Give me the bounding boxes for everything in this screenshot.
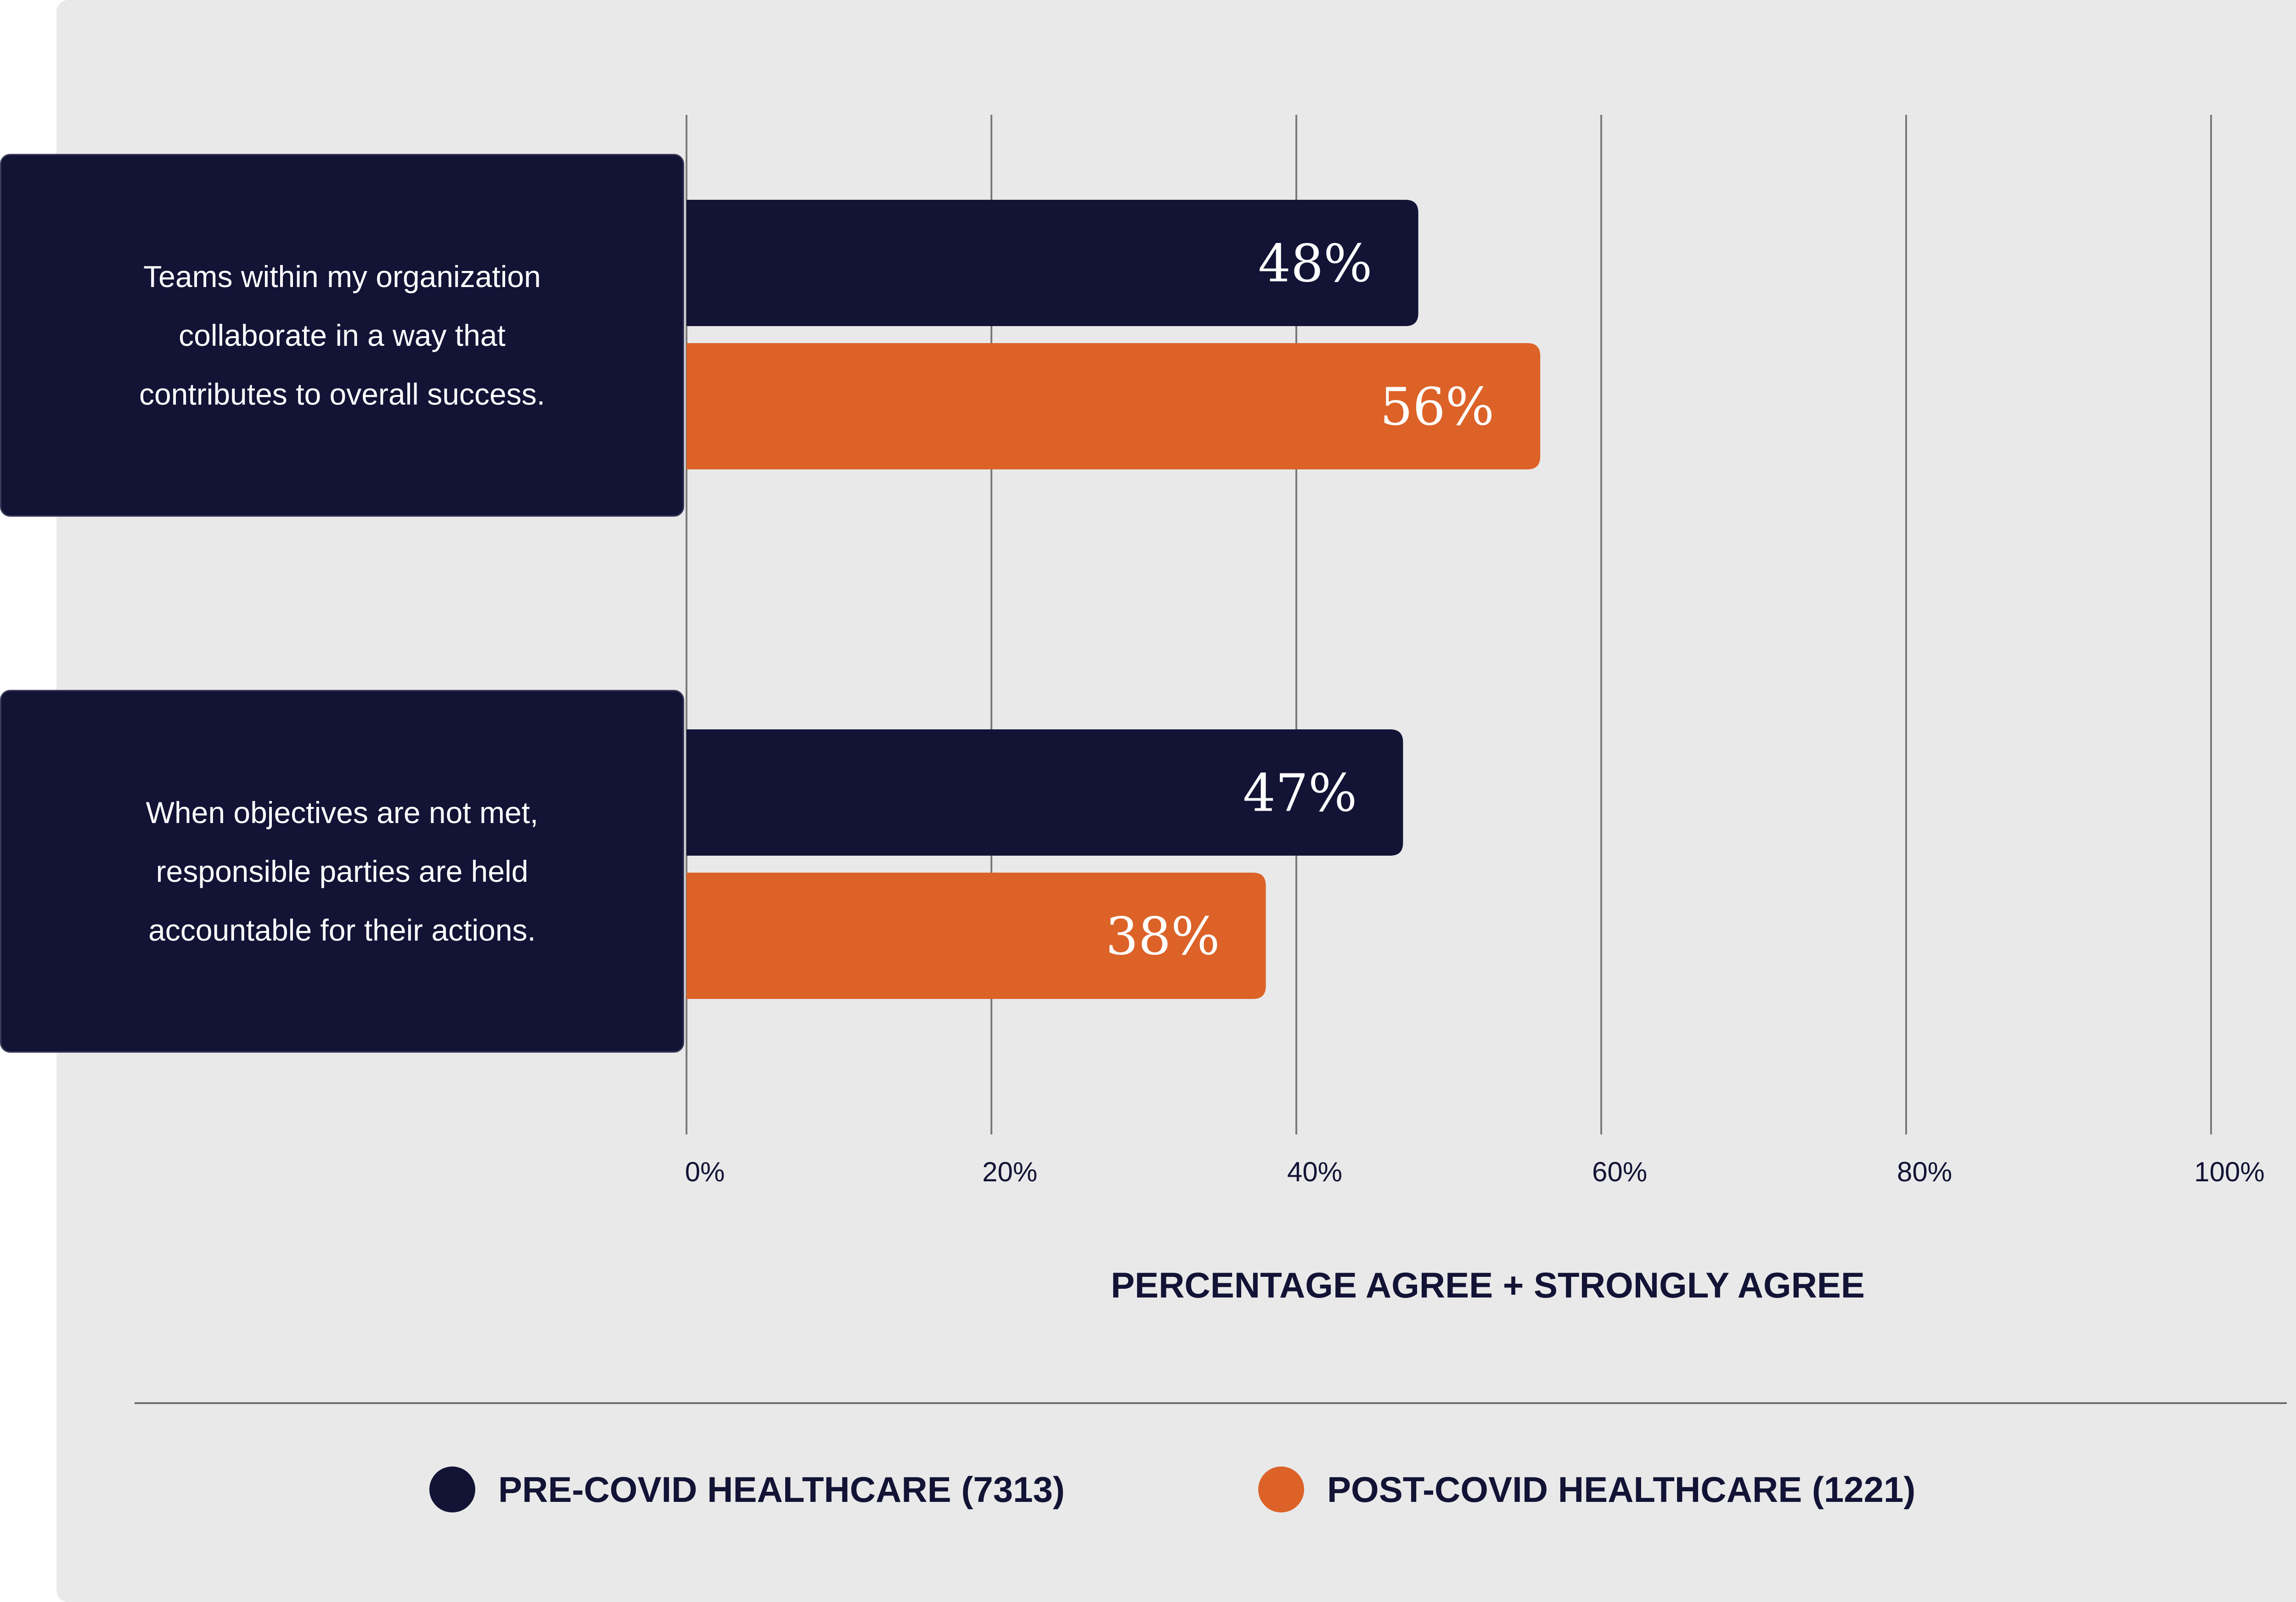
legend: PRE-COVID HEALTHCARE (7313) POST-COVID HE…	[429, 1467, 1915, 1512]
x-tick-label: 0%	[685, 1156, 725, 1187]
category-label-box: Teams within my organization collaborate …	[0, 154, 684, 517]
category-label-line: responsible parties are held	[156, 854, 529, 888]
bars: 48% 56% 47% 38%	[687, 200, 1541, 999]
x-tick-label: 100%	[2194, 1156, 2264, 1187]
category-label-box: When objectives are not met, responsible …	[0, 690, 684, 1053]
x-tick-label: 40%	[1287, 1156, 1342, 1187]
x-axis-title: PERCENTAGE AGREE + STRONGLY AGREE	[1111, 1265, 1865, 1305]
category-label-line: contributes to overall success.	[139, 377, 546, 411]
bar	[687, 873, 1266, 999]
bar	[687, 200, 1418, 326]
bar-value-label: 48%	[1258, 234, 1373, 294]
x-tick-label: 60%	[1592, 1156, 1647, 1187]
category-label-line: When objectives are not met,	[146, 795, 539, 829]
bar-value-label: 56%	[1380, 378, 1494, 437]
bar-value-label: 38%	[1106, 907, 1220, 967]
bar-value-label: 47%	[1243, 764, 1357, 824]
bar	[687, 729, 1403, 856]
category-label-line: Teams within my organization	[143, 259, 541, 293]
x-tick-label: 80%	[1897, 1156, 1952, 1187]
bar	[687, 343, 1541, 469]
legend-swatch	[429, 1467, 475, 1512]
x-tick-label: 20%	[982, 1156, 1037, 1187]
category-label-text: Teams within my organization collaborate …	[78, 247, 606, 423]
legend-swatch	[1258, 1467, 1304, 1512]
category-label-text: When objectives are not met, responsible …	[78, 783, 606, 959]
legend-label: PRE-COVID HEALTHCARE (7313)	[498, 1469, 1065, 1510]
category-label-line: collaborate in a way that	[179, 318, 506, 352]
x-axis-ticks: 0% 20% 40% 60% 80% 100%	[685, 1156, 2265, 1187]
category-label-line: accountable for their actions.	[148, 913, 536, 947]
legend-label: POST-COVID HEALTHCARE (1221)	[1327, 1469, 1915, 1510]
